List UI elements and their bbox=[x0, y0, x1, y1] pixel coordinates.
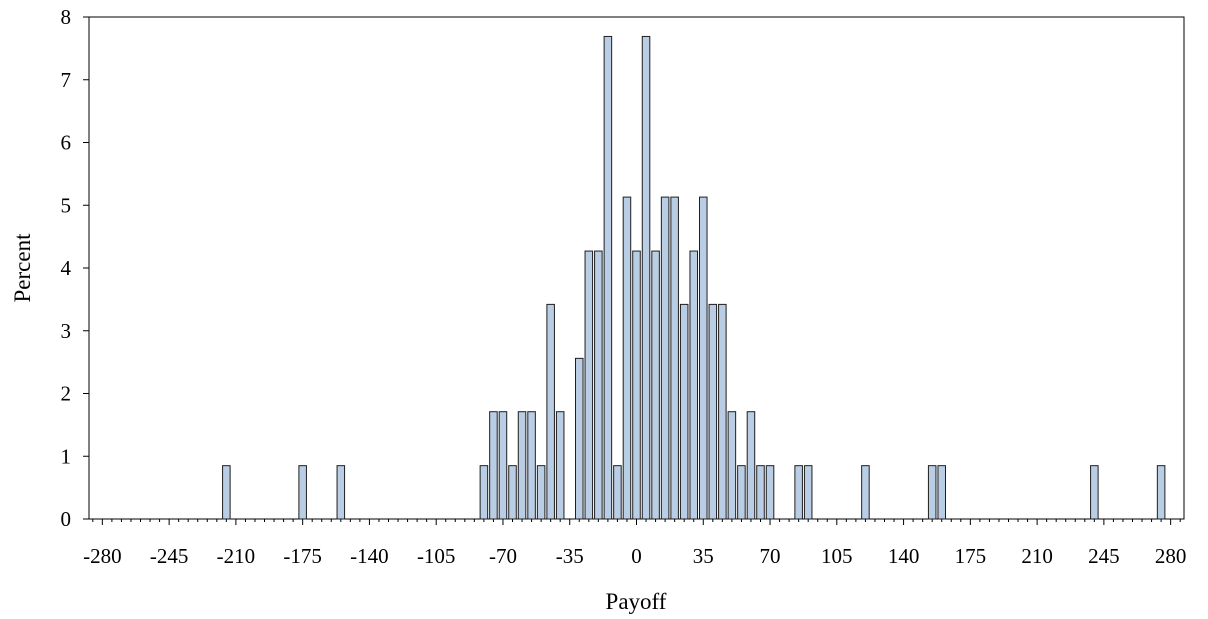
histogram-bar bbox=[622, 196, 632, 520]
histogram-bar bbox=[737, 465, 746, 520]
histogram-bar bbox=[708, 303, 718, 520]
histogram-bar bbox=[765, 465, 775, 520]
histogram-bar bbox=[498, 411, 508, 520]
y-axis-title: Percent bbox=[10, 233, 35, 303]
x-tick-label: -175 bbox=[283, 544, 322, 568]
x-tick-label: -140 bbox=[350, 544, 389, 568]
histogram-bar bbox=[536, 465, 546, 520]
x-tick-label: 35 bbox=[693, 544, 714, 568]
histogram-bar bbox=[632, 250, 641, 520]
x-tick-label: 70 bbox=[760, 544, 781, 568]
x-tick-label: -210 bbox=[217, 544, 256, 568]
x-tick-label: 175 bbox=[955, 544, 987, 568]
histogram-bar bbox=[660, 196, 670, 520]
y-tick-label: 6 bbox=[61, 131, 72, 155]
histogram-bar bbox=[746, 411, 756, 520]
x-axis-title: Payoff bbox=[606, 589, 667, 614]
histogram-bar bbox=[508, 465, 517, 520]
x-tick-label: 280 bbox=[1155, 544, 1187, 568]
y-tick-label: 4 bbox=[61, 256, 72, 280]
x-tick-label: 140 bbox=[888, 544, 920, 568]
x-axis: -280 -245 -210 -175 -140 -105 -70 -35 0 35 70 105 14… bbox=[83, 519, 1186, 568]
histogram-bar bbox=[336, 465, 346, 520]
x-tick-label: 245 bbox=[1088, 544, 1120, 568]
histogram-bar bbox=[489, 411, 498, 520]
x-tick-label: -35 bbox=[556, 544, 584, 568]
histogram-bar bbox=[1156, 465, 1166, 520]
histogram-bar bbox=[594, 250, 603, 520]
histogram-bar bbox=[517, 411, 527, 520]
histogram-bar bbox=[527, 411, 536, 520]
y-axis: 0 1 2 3 4 5 6 7 8 bbox=[61, 5, 89, 531]
y-tick-label: 2 bbox=[61, 382, 72, 406]
y-tick-label: 7 bbox=[61, 68, 72, 92]
y-tick-label: 0 bbox=[61, 507, 72, 531]
histogram-bar bbox=[546, 303, 555, 520]
x-tick-label: -105 bbox=[417, 544, 456, 568]
histogram-bar bbox=[613, 465, 622, 520]
x-tick-label: 0 bbox=[631, 544, 642, 568]
histogram-bar bbox=[603, 35, 613, 520]
histogram-bar bbox=[794, 465, 803, 520]
histogram-bar bbox=[756, 465, 765, 520]
x-tick-label: 105 bbox=[821, 544, 853, 568]
histogram-bar bbox=[670, 196, 679, 520]
histogram-bar bbox=[937, 465, 947, 520]
histogram-bar bbox=[222, 465, 231, 520]
histogram-bar bbox=[679, 303, 689, 520]
y-tick-label: 1 bbox=[61, 444, 72, 468]
histogram-bar bbox=[718, 303, 727, 520]
y-tick-label: 3 bbox=[61, 319, 72, 343]
histogram-bar bbox=[651, 250, 660, 520]
histogram-bar bbox=[479, 465, 489, 520]
x-tick-label: -70 bbox=[489, 544, 517, 568]
histogram-bar bbox=[727, 411, 737, 520]
histogram-bar bbox=[1090, 465, 1099, 520]
histogram-bar bbox=[575, 357, 584, 520]
histogram-bar bbox=[641, 35, 651, 520]
histogram-bar bbox=[699, 196, 708, 520]
x-tick-label: -280 bbox=[83, 544, 122, 568]
histogram-bar bbox=[584, 250, 594, 520]
y-tick-label: 5 bbox=[61, 193, 72, 217]
histogram-bar bbox=[298, 465, 307, 520]
histogram-bar bbox=[803, 465, 813, 520]
histogram-bar bbox=[927, 465, 937, 520]
y-tick-label: 8 bbox=[61, 5, 72, 29]
x-tick-label: 210 bbox=[1021, 544, 1053, 568]
histogram-bar bbox=[555, 411, 565, 520]
x-tick-label: -245 bbox=[150, 544, 189, 568]
histogram-bar bbox=[689, 250, 699, 520]
histogram-bar bbox=[861, 465, 870, 520]
bars-group bbox=[222, 35, 1166, 520]
